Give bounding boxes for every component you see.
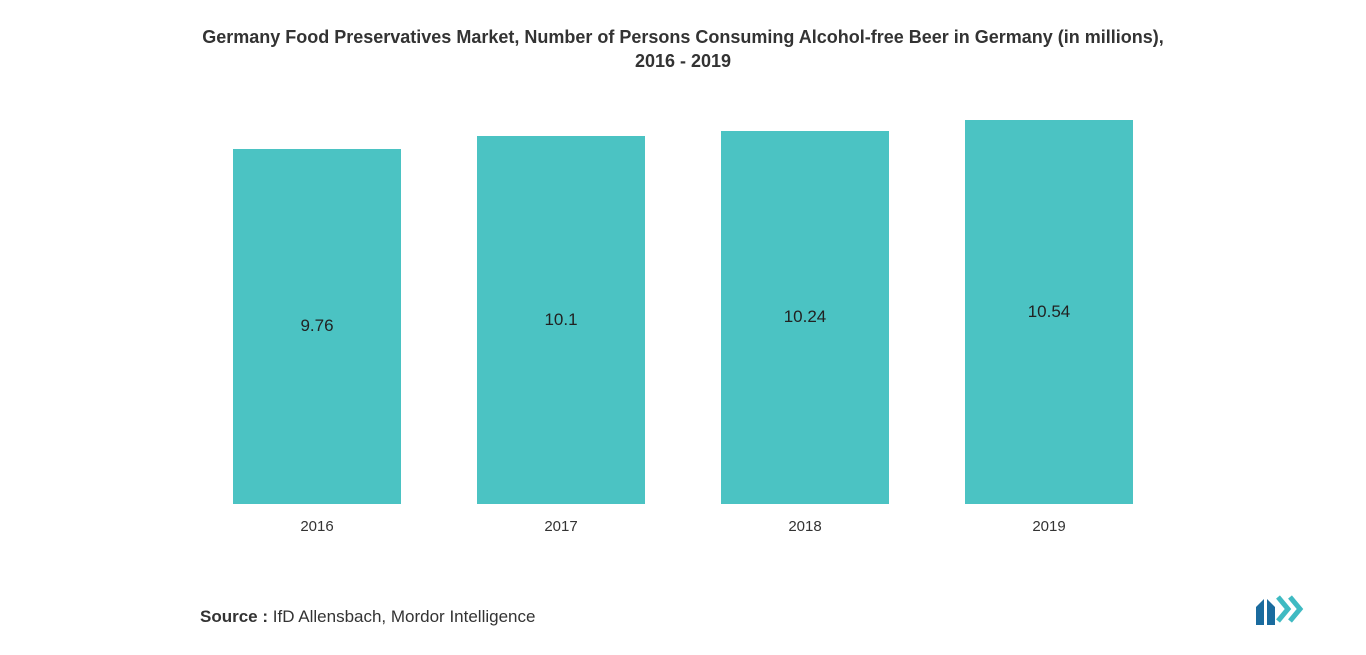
x-label-2016: 2016 [233, 518, 401, 535]
x-label-2017: 2017 [477, 518, 645, 535]
mordor-logo-icon [1254, 591, 1306, 627]
source-text: IfD Allensbach, Mordor Intelligence [268, 607, 535, 626]
title-line-2: 2016 - 2019 [635, 51, 731, 71]
bar-2019: 10.54 [965, 120, 1133, 503]
plot-area: 9.76 10.1 10.24 10.54 [223, 104, 1143, 504]
logo-bars [1256, 599, 1275, 625]
chart-title: Germany Food Preservatives Market, Numbe… [108, 25, 1258, 74]
bars-row: 9.76 10.1 10.24 10.54 [223, 104, 1143, 504]
bar-value-2016: 9.76 [300, 316, 333, 336]
footer-row: Source : IfD Allensbach, Mordor Intellig… [0, 591, 1366, 627]
logo-chevrons [1278, 597, 1300, 621]
bar-value-2019: 10.54 [1028, 302, 1071, 322]
title-line-1: Germany Food Preservatives Market, Numbe… [202, 27, 1164, 47]
bar-col-2016: 9.76 [233, 149, 401, 504]
source-label: Source : [200, 607, 268, 626]
bar-col-2019: 10.54 [965, 120, 1133, 503]
x-label-2019: 2019 [965, 518, 1133, 535]
bar-2017: 10.1 [477, 136, 645, 503]
bar-col-2017: 10.1 [477, 136, 645, 503]
bar-2018: 10.24 [721, 131, 889, 503]
bar-value-2018: 10.24 [784, 307, 827, 327]
x-axis-labels: 2016 2017 2018 2019 [223, 518, 1143, 535]
source-line: Source : IfD Allensbach, Mordor Intellig… [200, 607, 535, 627]
chart-container: Germany Food Preservatives Market, Numbe… [0, 0, 1366, 655]
bar-value-2017: 10.1 [544, 310, 577, 330]
bar-col-2018: 10.24 [721, 131, 889, 503]
x-label-2018: 2018 [721, 518, 889, 535]
bar-2016: 9.76 [233, 149, 401, 504]
